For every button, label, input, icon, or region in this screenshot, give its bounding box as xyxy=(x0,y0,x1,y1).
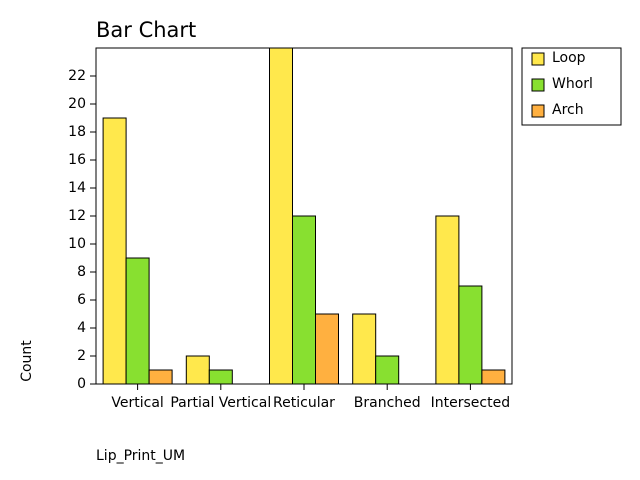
x-axis-label: Lip_Print_UM xyxy=(96,448,185,464)
x-tick-label: Partial Vertical xyxy=(170,395,271,411)
y-tick-label: 16 xyxy=(68,152,86,168)
legend-label: Whorl xyxy=(552,76,593,92)
y-tick-label: 8 xyxy=(77,264,86,280)
y-tick-label: 0 xyxy=(77,376,86,392)
bar xyxy=(315,313,339,385)
legend-swatch xyxy=(531,52,545,66)
y-tick-label: 6 xyxy=(77,292,86,308)
y-tick-label: 22 xyxy=(68,68,86,84)
bar xyxy=(292,215,316,385)
bar xyxy=(458,285,483,385)
bar xyxy=(148,369,173,385)
bar xyxy=(269,47,293,385)
bar xyxy=(185,355,210,385)
y-tick-label: 12 xyxy=(68,208,86,224)
bar xyxy=(125,257,150,385)
y-tick-label: 18 xyxy=(68,124,86,140)
legend-label: Arch xyxy=(552,102,584,118)
legend-label: Loop xyxy=(552,50,586,66)
y-tick-label: 14 xyxy=(68,180,86,196)
x-tick-label: Reticular xyxy=(273,395,335,411)
chart-title: Bar Chart xyxy=(96,18,196,42)
x-tick-label: Intersected xyxy=(431,395,510,411)
x-tick-label: Branched xyxy=(354,395,421,411)
bar xyxy=(435,215,460,385)
y-tick-label: 2 xyxy=(77,348,86,364)
y-tick-label: 10 xyxy=(68,236,86,252)
bar xyxy=(375,355,400,385)
y-axis-label: Count xyxy=(19,340,35,382)
legend-swatch xyxy=(531,104,545,118)
bar xyxy=(481,369,506,385)
bar xyxy=(208,369,233,385)
y-tick-label: 20 xyxy=(68,96,86,112)
legend-swatch xyxy=(531,78,545,92)
x-tick-label: Vertical xyxy=(111,395,163,411)
bar xyxy=(352,313,377,385)
y-tick-label: 4 xyxy=(77,320,86,336)
bar xyxy=(102,117,127,385)
